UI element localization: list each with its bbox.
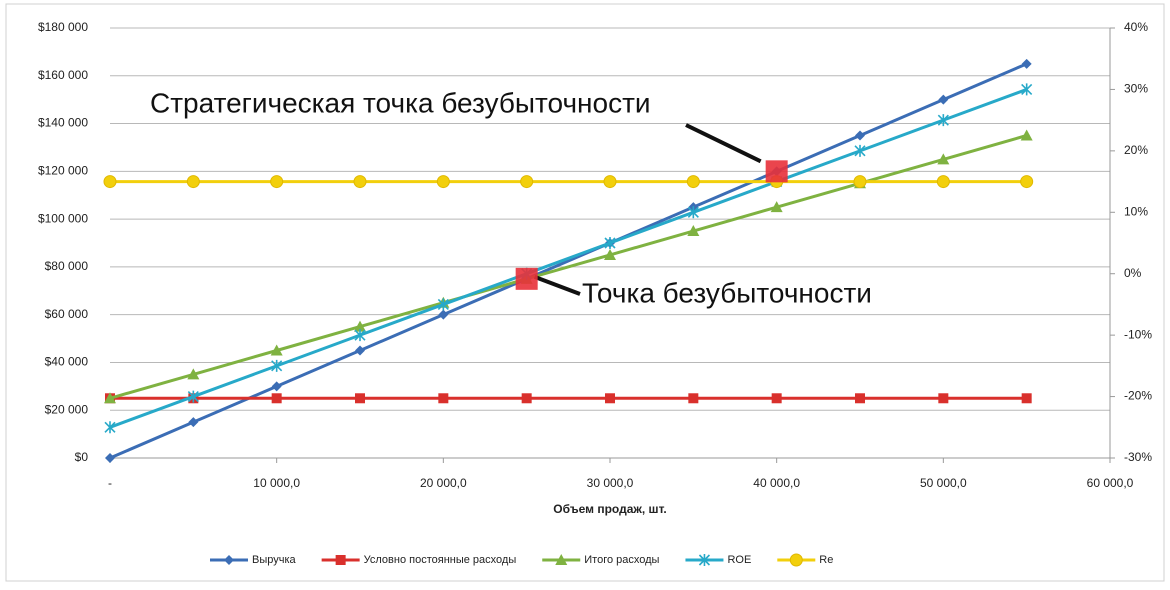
y-tick-label: $100 000 (38, 211, 88, 225)
marker (1021, 83, 1033, 96)
marker (436, 175, 450, 189)
x-tick-label: 50 000,0 (920, 476, 967, 490)
legend: Выручка Условно постоянные расходы Итого р… (210, 553, 833, 567)
y2-tick-label: 0% (1124, 266, 1142, 280)
series-line (109, 88, 1028, 429)
legend-label: Re (819, 554, 833, 566)
legend-label: Итого расходы (584, 554, 659, 566)
x-tick-label: 30 000,0 (587, 476, 634, 490)
marker (271, 381, 282, 392)
marker (1020, 129, 1033, 141)
marker (521, 393, 532, 404)
chart-border (5, 3, 1165, 582)
marker (854, 144, 866, 157)
y2-tick-label: -30% (1124, 450, 1152, 464)
marker (224, 555, 234, 565)
marker (938, 393, 949, 404)
marker (688, 393, 699, 404)
marker (686, 175, 700, 189)
marker (104, 392, 116, 404)
y-tick-label: $20 000 (45, 402, 89, 416)
annotation-text: Стратегическая точка безубыточности (150, 87, 651, 118)
y-tick-label: $160 000 (38, 68, 88, 82)
y-tick-label: $0 (75, 450, 89, 464)
series (103, 175, 1034, 189)
marker (603, 175, 617, 189)
marker (853, 175, 867, 189)
marker (770, 201, 783, 213)
y2-tick-label: 10% (1124, 204, 1148, 218)
marker (855, 130, 865, 141)
marker (936, 175, 950, 189)
marker (698, 554, 711, 566)
marker (103, 175, 117, 189)
marker (354, 320, 366, 332)
marker (438, 393, 449, 404)
x-tick-label: 40 000,0 (753, 476, 800, 490)
marker (355, 393, 365, 404)
marker (354, 329, 366, 342)
marker (789, 553, 803, 567)
marker (353, 175, 367, 189)
marker (186, 175, 200, 189)
y2-tick-label: 30% (1124, 82, 1148, 96)
marker (104, 421, 116, 434)
marker (937, 153, 950, 165)
marker (187, 368, 200, 380)
marker (687, 206, 699, 219)
x-tick-label: - (108, 476, 112, 490)
legend-label: Условно постоянные расходы (364, 554, 517, 566)
marker (438, 309, 449, 320)
marker (355, 345, 365, 356)
x-tick-label: 60 000,0 (1087, 476, 1134, 490)
annotation-arrow (685, 123, 762, 164)
y2-tick-label: -20% (1124, 389, 1152, 403)
marker (605, 393, 615, 404)
y-tick-label: $80 000 (45, 259, 89, 273)
series-line (109, 62, 1028, 460)
annotation-text: Точка безубыточности (582, 277, 872, 308)
annotation-arrow (533, 274, 581, 296)
marker (187, 390, 199, 403)
legend-label: Выручка (252, 554, 297, 566)
x-axis-title: Объем продаж, шт. (553, 502, 666, 516)
marker (105, 453, 115, 463)
marker (188, 417, 199, 428)
y-tick-label: $180 000 (38, 20, 88, 34)
annotation-point (765, 160, 788, 183)
y-tick-label: $120 000 (38, 164, 88, 178)
marker (1021, 393, 1032, 404)
y2-tick-label: 40% (1124, 20, 1148, 34)
y-tick-label: $60 000 (45, 307, 89, 321)
series (105, 393, 1032, 404)
y2-tick-label: -10% (1124, 327, 1152, 341)
marker (1021, 58, 1032, 69)
series (104, 129, 1033, 404)
x-tick-label: 10 000,0 (253, 476, 300, 490)
marker (555, 554, 568, 565)
annotation-point (515, 267, 538, 290)
marker (271, 359, 283, 372)
marker (1020, 175, 1034, 189)
marker (938, 94, 949, 105)
marker (771, 393, 782, 404)
marker (437, 298, 449, 311)
marker (604, 237, 616, 249)
y2-tick-label: 20% (1124, 143, 1148, 157)
marker (270, 344, 283, 356)
marker (937, 114, 949, 127)
marker (271, 393, 282, 404)
marker (335, 555, 346, 565)
marker (520, 175, 534, 189)
marker (687, 225, 700, 237)
marker (270, 175, 284, 189)
marker (604, 248, 616, 260)
legend-label: ROE (727, 554, 751, 566)
y-tick-label: $40 000 (45, 355, 89, 369)
y-tick-label: $140 000 (38, 116, 88, 130)
series-line (109, 134, 1028, 400)
x-tick-label: 20 000,0 (420, 476, 467, 490)
marker (855, 393, 865, 404)
